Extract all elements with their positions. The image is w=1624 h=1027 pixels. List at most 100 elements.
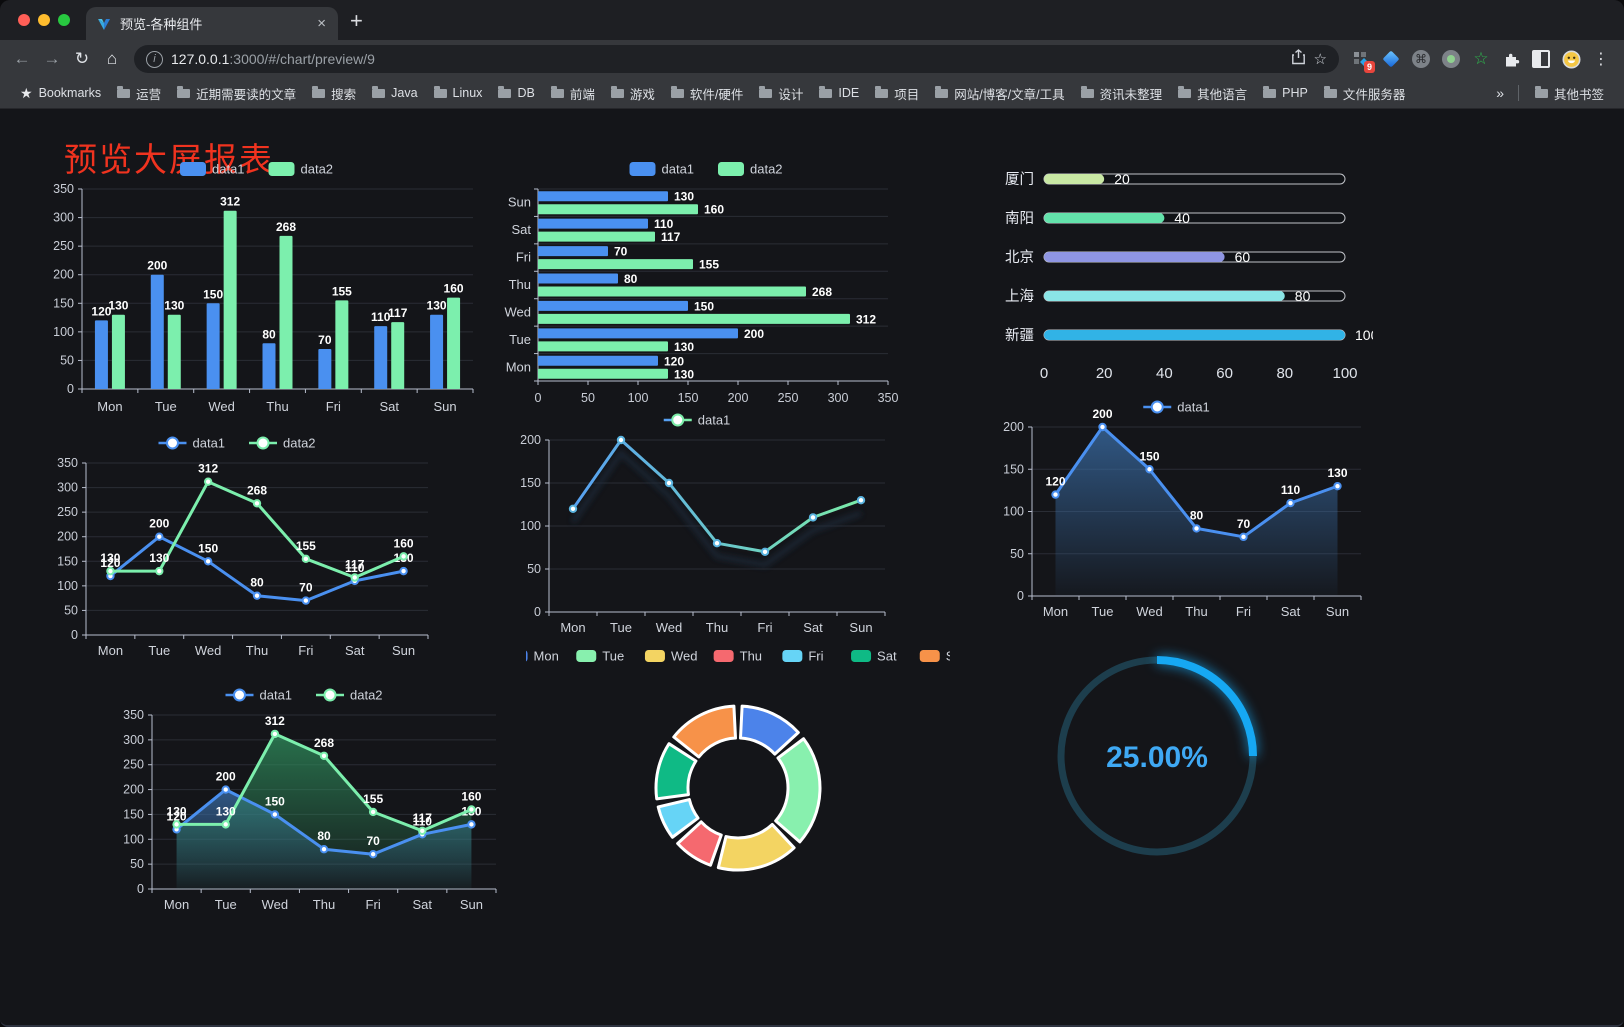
legend-item-data2[interactable]: data2 (718, 162, 783, 177)
bookmark-folder[interactable]: 近期需要读的文章 (169, 81, 304, 106)
forward-icon[interactable]: → (43, 49, 61, 68)
bookmarks-manager-item[interactable]: ★ Bookmarks (12, 82, 109, 105)
bookmark-folder[interactable]: Linux (426, 83, 491, 103)
bookmark-folder[interactable]: 资讯未整理 (1073, 81, 1171, 106)
svg-text:350: 350 (53, 182, 74, 196)
bookmark-label: IDE (838, 86, 860, 100)
bookmark-folder[interactable]: 设计 (751, 81, 811, 106)
legend-item-Wed[interactable]: Wed (644, 649, 698, 664)
bookmark-folder[interactable]: 游戏 (603, 81, 663, 106)
extension-emoji-icon[interactable] (1559, 47, 1583, 71)
pie-slice-Wed (716, 822, 796, 872)
svg-text:0: 0 (71, 628, 78, 642)
legend-item-Tue[interactable]: Tue (576, 649, 624, 664)
extension-grid-icon[interactable]: 9 (1349, 47, 1375, 73)
svg-text:0: 0 (535, 391, 542, 405)
bookmark-folder[interactable]: Java (364, 83, 425, 103)
bookmark-folder[interactable]: 前端 (543, 81, 603, 106)
extension-gem-icon[interactable] (1379, 47, 1403, 71)
svg-text:Thu: Thu (1185, 604, 1207, 619)
bookmark-star-icon[interactable]: ☆ (1313, 51, 1327, 68)
legend-item-data1[interactable]: data1 (629, 162, 695, 177)
extension-record-icon[interactable] (1439, 47, 1463, 71)
bookmark-folder[interactable]: 项目 (867, 81, 927, 106)
svg-text:Fri: Fri (326, 399, 341, 414)
folder-icon (1080, 85, 1094, 98)
legend-item-Sat[interactable]: Sat (851, 649, 897, 664)
bookmark-folder[interactable]: 搜索 (304, 81, 364, 106)
bookmarks-overflow-chevron[interactable]: » (1496, 85, 1504, 101)
svg-text:Tue: Tue (148, 643, 170, 658)
address-bar[interactable]: i 127.0.0.1:3000/#/chart/preview/9 ☆ (134, 45, 1339, 73)
zoom-window-button[interactable] (58, 14, 70, 26)
extension-star-icon[interactable]: ☆ (1473, 49, 1489, 68)
legend-item-data1[interactable]: data1 (663, 413, 731, 428)
legend-item-Thu[interactable]: Thu (713, 649, 762, 664)
svg-text:200: 200 (744, 327, 764, 341)
svg-text:312: 312 (265, 714, 285, 728)
pie-slice-Sun (672, 704, 737, 759)
svg-text:厦门: 厦门 (1005, 171, 1034, 188)
legend-item-data1[interactable]: data1 (225, 688, 293, 703)
bookmark-folder[interactable]: 文件服务器 (1316, 81, 1414, 106)
extension-command-icon[interactable]: ⌘ (1409, 47, 1433, 71)
svg-text:200: 200 (216, 770, 236, 784)
bookmark-folder[interactable]: 其他语言 (1170, 81, 1255, 106)
chart-svg: 厦门 20 南阳 40 北京 60 上海 80 新疆 100 0 20 40 60 80 100 (1005, 171, 1379, 382)
close-window-button[interactable] (18, 14, 30, 26)
site-info-icon[interactable]: i (146, 50, 163, 68)
bookmark-folder[interactable]: IDE (811, 83, 867, 103)
svg-text:Thu: Thu (706, 620, 728, 635)
bookmark-label: 前端 (569, 87, 595, 102)
bookmark-label: PHP (1282, 86, 1308, 100)
legend-item-Sun[interactable]: Sun (919, 649, 969, 664)
legend-item-data2[interactable]: data2 (268, 162, 334, 177)
share-icon[interactable] (1291, 49, 1306, 69)
legend-item-data1[interactable]: data1 (1143, 400, 1210, 415)
pie-slice-Mon (739, 704, 800, 756)
svg-text:130: 130 (674, 367, 694, 381)
extension-darkmode-icon[interactable] (1529, 47, 1553, 71)
tab-close-icon[interactable]: × (317, 15, 326, 32)
chart-svg: data1 data2 0 50 100 150 200 250 300 350 Mon Tue Wed… (123, 688, 497, 912)
legend-item-Mon[interactable]: Mon (507, 649, 559, 664)
svg-text:Fri: Fri (1236, 604, 1251, 619)
bookmark-folder[interactable]: 运营 (109, 81, 169, 106)
minimize-window-button[interactable] (38, 14, 50, 26)
legend-item-Fri[interactable]: Fri (782, 649, 824, 664)
url-text[interactable]: 127.0.0.1:3000/#/chart/preview/9 (171, 51, 375, 67)
home-icon[interactable]: ⌂ (106, 49, 118, 68)
svg-text:80: 80 (262, 327, 276, 341)
back-icon[interactable]: ← (13, 49, 31, 68)
svg-text:300: 300 (53, 211, 74, 225)
other-bookmarks-folder[interactable]: 其他书签 (1527, 81, 1612, 106)
legend-item-data2[interactable]: data2 (316, 688, 383, 703)
bookmark-folder[interactable]: DB (490, 83, 542, 103)
browser-tab[interactable]: 预览-各种组件 × (86, 7, 338, 40)
svg-text:data1: data1 (193, 436, 226, 451)
bookmark-label: Linux (452, 86, 483, 100)
svg-text:150: 150 (694, 299, 714, 313)
svg-text:200: 200 (123, 783, 144, 797)
reload-icon[interactable]: ↻ (74, 49, 90, 68)
menu-icon[interactable]: ⋮ (1593, 51, 1610, 68)
svg-text:Wed: Wed (195, 643, 222, 658)
svg-text:Sun: Sun (1326, 604, 1349, 619)
svg-text:0: 0 (1017, 589, 1024, 603)
svg-text:110: 110 (371, 310, 391, 324)
bookmark-folder[interactable]: PHP (1255, 83, 1316, 103)
legend-item-data2[interactable]: data2 (249, 436, 316, 451)
svg-text:0: 0 (67, 382, 74, 396)
bookmark-folder[interactable]: 网站/博客/文章/工具 (927, 81, 1072, 106)
bookmark-folder[interactable]: 软件/硬件 (663, 81, 751, 106)
legend-item-data1[interactable]: data1 (180, 162, 245, 177)
svg-text:data1: data1 (698, 413, 731, 428)
svg-text:Wed: Wed (1136, 604, 1163, 619)
folder-icon (1263, 85, 1277, 98)
svg-text:50: 50 (60, 353, 74, 367)
browser-toolbar: ← → ↻ ⌂ i 127.0.0.1:3000/#/chart/preview… (0, 40, 1624, 78)
extension-puzzle-icon[interactable] (1499, 47, 1523, 71)
legend-item-data1[interactable]: data1 (158, 436, 226, 451)
svg-text:上海: 上海 (1005, 288, 1034, 305)
new-tab-button[interactable]: + (350, 8, 363, 33)
